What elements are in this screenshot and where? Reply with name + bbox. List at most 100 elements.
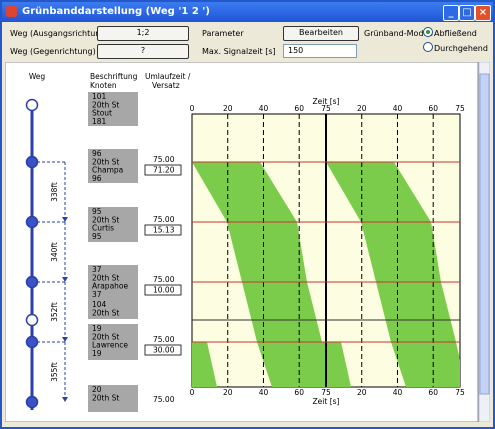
- mode-option[interactable]: Durchgehend: [434, 44, 488, 53]
- node-label: 20th St: [92, 308, 119, 317]
- parameter-label: Parameter: [202, 29, 244, 38]
- tick-label: 40: [259, 388, 269, 397]
- minimize-button[interactable]: _: [443, 5, 459, 21]
- green-band: [227, 222, 307, 282]
- node-label-box: [88, 324, 138, 360]
- radio[interactable]: [423, 42, 433, 52]
- green-band: [242, 282, 322, 342]
- cycle-time: 75.00: [153, 215, 175, 224]
- distance-label: 352ft: [50, 302, 59, 322]
- tick-label: 60: [428, 388, 438, 397]
- node-label: Arapahoe: [92, 282, 129, 291]
- offset-input[interactable]: [144, 284, 182, 296]
- offset-input[interactable]: [144, 164, 182, 176]
- node-label: 19: [92, 349, 102, 358]
- edit-button[interactable]: Bearbeiten: [283, 26, 359, 41]
- route-out-label: Weg (Ausgangsrichtung): [10, 29, 109, 38]
- node-label: 181: [92, 117, 107, 126]
- scroll-thumb[interactable]: [479, 73, 490, 395]
- green-band: [192, 342, 217, 387]
- tick-label: 20: [223, 104, 233, 113]
- cycle-time: 75.00: [153, 155, 175, 164]
- offset-value: 10.00: [153, 286, 175, 295]
- axis-label: Zeit [s]: [313, 97, 340, 106]
- tick-label: 20: [357, 104, 367, 113]
- route-back-label: Weg (Gegenrichtung): [10, 47, 96, 56]
- green-band: [361, 222, 441, 282]
- node-open: [25, 313, 39, 327]
- node-label-box: [88, 149, 138, 183]
- green-band: [192, 162, 297, 222]
- node: [25, 155, 39, 169]
- tick-label: 40: [259, 104, 269, 113]
- distance-label: 338ft: [50, 182, 59, 202]
- node: [25, 275, 39, 289]
- tick-label: 60: [428, 104, 438, 113]
- arrow: [62, 217, 68, 222]
- arrow: [62, 337, 68, 342]
- node-label: 20th St: [92, 100, 119, 109]
- arrow: [62, 397, 68, 402]
- node-label: 37: [92, 290, 102, 299]
- node-label-box: [88, 207, 138, 242]
- green-band: [391, 342, 460, 387]
- node-label: 20th St: [92, 215, 119, 224]
- tick-label: 40: [393, 104, 403, 113]
- node-label-box: [88, 300, 138, 319]
- tick-label: 75: [455, 104, 465, 113]
- radio[interactable]: [423, 27, 433, 37]
- node-label: 101: [92, 92, 107, 101]
- tick-label: 40: [393, 388, 403, 397]
- node-label: 96: [92, 149, 102, 158]
- offset-value: 15.13: [153, 226, 175, 235]
- route-out-button[interactable]: 1;2: [97, 26, 189, 41]
- column-header: Beschriftung: [90, 72, 138, 81]
- node-label: Champa: [92, 166, 123, 175]
- node-label: 96: [92, 174, 102, 183]
- node-label: 20th St: [92, 273, 119, 282]
- cycle-time: 75.00: [153, 275, 175, 284]
- green-band: [316, 342, 351, 387]
- node-label: 95: [92, 207, 102, 216]
- maximize-button[interactable]: □: [459, 5, 475, 21]
- node-label: 20th St: [92, 393, 119, 402]
- cycle-time: 75.00: [153, 335, 175, 344]
- node-label-box: [88, 265, 138, 300]
- max-signal-input[interactable]: 150: [283, 44, 357, 58]
- app-icon: [6, 6, 17, 17]
- column-header: Weg: [29, 72, 46, 81]
- tick-label: 60: [294, 104, 304, 113]
- node-label-box: [88, 92, 138, 126]
- bands: [192, 162, 460, 387]
- node-label: 20: [92, 385, 102, 394]
- tick-label: 60: [294, 388, 304, 397]
- column-header: Umlaufzeit /: [145, 72, 191, 81]
- node: [25, 215, 39, 229]
- node-label: Curtis: [92, 224, 114, 233]
- node-label: 104: [92, 300, 107, 309]
- mode-option[interactable]: Abfließend: [434, 29, 477, 38]
- node: [25, 335, 39, 349]
- cycle-time: 75.00: [153, 395, 175, 404]
- node-label: Stout: [92, 109, 112, 118]
- distance-label: 355ft: [50, 362, 59, 382]
- tick-label: 75: [455, 388, 465, 397]
- offset-input[interactable]: [144, 344, 182, 356]
- tick-label: 0: [190, 104, 195, 113]
- close-button[interactable]: ×: [475, 5, 491, 21]
- green-band: [257, 342, 332, 387]
- node-label: 19: [92, 324, 102, 333]
- route-back-button[interactable]: ?: [97, 44, 189, 59]
- node-label: Lawrence: [92, 341, 128, 350]
- offset-input[interactable]: [144, 224, 182, 236]
- offset-value: 30.00: [153, 346, 175, 355]
- arrow: [62, 277, 68, 282]
- node-label: 37: [92, 265, 102, 274]
- node-label-box: [88, 385, 138, 412]
- window-title: Grünbanddarstellung (Weg '1 2 '): [22, 6, 210, 17]
- node-label: 20th St: [92, 157, 119, 166]
- tick-label: 0: [190, 388, 195, 397]
